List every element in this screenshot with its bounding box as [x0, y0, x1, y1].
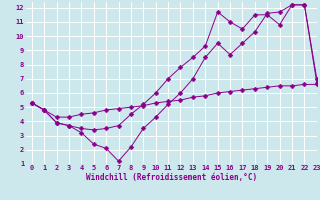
- X-axis label: Windchill (Refroidissement éolien,°C): Windchill (Refroidissement éolien,°C): [86, 173, 257, 182]
